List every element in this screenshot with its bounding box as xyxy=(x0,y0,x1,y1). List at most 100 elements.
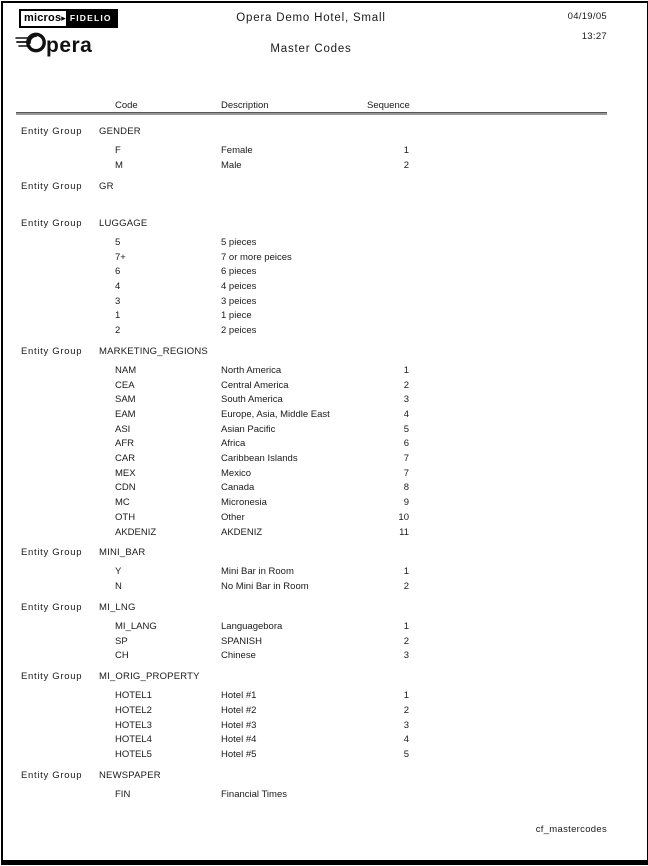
sequence-cell xyxy=(367,236,409,251)
sequence-cell: 9 xyxy=(403,497,409,509)
sequence-cell xyxy=(367,251,409,266)
entity-group-name: LUGGAGE xyxy=(99,217,148,229)
sequence-cell: 3 xyxy=(403,394,409,406)
sequence-cell: 1 xyxy=(403,364,409,376)
sequence-cell xyxy=(367,788,409,803)
table-row: CH Chinese 3 xyxy=(3,649,647,664)
code-cell: CH xyxy=(115,650,129,662)
table-column-headers: Code Description Sequence xyxy=(3,100,648,111)
sequence-cell: 1 xyxy=(403,690,409,702)
sequence-cell: 3 xyxy=(403,719,409,731)
sequence-cell xyxy=(367,324,409,339)
micros-fidelio-logo: micros ▸ FIDELIO xyxy=(19,9,118,28)
table-row: HOTEL4 Hotel #4 4 xyxy=(3,733,647,748)
report-title: Opera Demo Hotel, Small xyxy=(236,12,386,24)
entity-group-header: Entity Group MI_ORIG_PROPERTY xyxy=(3,670,647,685)
entity-group-name: NEWSPAPER xyxy=(99,769,161,781)
sequence-cell: 4 xyxy=(403,409,409,420)
entity-group: Entity Group LUGGAGE 5 5 pieces 7+ 7 or … xyxy=(3,217,647,339)
sequence-cell: 10 xyxy=(398,511,409,523)
code-cell: 5 xyxy=(115,236,121,248)
description-cell: 1 piece xyxy=(221,310,252,322)
logo-arrow-icon: ▸ xyxy=(61,11,66,26)
entity-group: Entity Group GR xyxy=(3,180,647,211)
description-cell: South America xyxy=(221,394,283,406)
table-row: MI_LANG Languagebora 1 xyxy=(3,620,647,635)
description-cell: 5 pieces xyxy=(221,236,257,248)
opera-logo-text: pera xyxy=(46,33,93,57)
table-row: 7+ 7 or more peices xyxy=(3,251,647,266)
description-cell: Female xyxy=(221,145,253,157)
description-cell: North America xyxy=(221,364,282,376)
sequence-cell: 1 xyxy=(403,566,409,578)
code-cell: AFR xyxy=(115,438,134,450)
sequence-cell xyxy=(367,280,409,295)
entity-group-label: Entity Group xyxy=(21,126,83,137)
sequence-cell: 5 xyxy=(403,423,409,435)
column-header-code: Code xyxy=(115,100,138,111)
code-cell: CAR xyxy=(115,453,136,465)
entity-group: Entity Group MI_ORIG_PROPERTY HOTEL1 Hot… xyxy=(3,670,647,763)
entity-group: Entity Group GENDER F Female 1 M Male 2 xyxy=(3,125,647,174)
entity-group-rows: F Female 1 M Male 2 xyxy=(3,144,647,173)
entity-group-label: Entity Group xyxy=(21,671,83,682)
code-cell: CEA xyxy=(115,379,135,391)
entity-group-label: Entity Group xyxy=(21,180,83,192)
table-row: F Female 1 xyxy=(3,144,647,159)
entity-group-name: GENDER xyxy=(99,126,141,137)
sequence-cell: 2 xyxy=(403,635,409,647)
sequence-cell: 2 xyxy=(403,379,409,391)
description-cell: Hotel #1 xyxy=(221,690,257,702)
description-cell: Mexico xyxy=(221,467,252,479)
entity-group-label: Entity Group xyxy=(21,217,83,229)
sequence-cell: 2 xyxy=(403,159,409,171)
description-cell: Hotel #5 xyxy=(221,748,257,760)
table-row: HOTEL3 Hotel #3 3 xyxy=(3,719,647,734)
description-cell: Mini Bar in Room xyxy=(221,566,294,578)
code-cell: HOTEL3 xyxy=(115,719,152,731)
description-cell: 7 or more peices xyxy=(221,251,292,263)
sequence-cell xyxy=(367,265,409,280)
code-cell: 1 xyxy=(115,310,121,322)
code-cell: SP xyxy=(115,635,128,647)
report-time: 13:27 xyxy=(581,31,607,42)
sequence-cell xyxy=(367,309,409,324)
code-cell: 2 xyxy=(115,325,121,337)
code-cell: HOTEL1 xyxy=(115,690,152,702)
sequence-cell: 2 xyxy=(403,581,409,593)
table-row: HOTEL1 Hotel #1 1 xyxy=(3,689,647,704)
table-row: OTH Other 10 xyxy=(3,511,647,526)
report-date: 04/19/05 xyxy=(567,11,607,22)
table-row: 6 6 pieces xyxy=(3,265,647,280)
entity-group: Entity Group MARKETING_REGIONS NAM North… xyxy=(3,345,647,540)
code-cell: F xyxy=(115,145,121,157)
code-cell: FIN xyxy=(115,788,131,800)
entity-group-name: MI_ORIG_PROPERTY xyxy=(99,671,200,682)
entity-group-name: GR xyxy=(99,180,114,192)
table-row: 4 4 peices xyxy=(3,280,647,295)
sequence-cell xyxy=(367,295,409,310)
sequence-cell: 6 xyxy=(403,438,409,450)
entity-group: Entity Group MINI_BAR Y Mini Bar in Room… xyxy=(3,546,647,595)
entity-group: Entity Group NEWSPAPER FIN Financial Tim… xyxy=(3,769,647,803)
description-cell: No Mini Bar in Room xyxy=(221,581,309,593)
description-cell: Financial Times xyxy=(221,788,287,800)
table-row: 2 2 peices xyxy=(3,324,647,339)
entity-group-header: Entity Group MARKETING_REGIONS xyxy=(3,345,647,360)
description-cell: 3 peices xyxy=(221,295,257,307)
sequence-cell: 8 xyxy=(403,482,409,494)
table-row: Y Mini Bar in Room 1 xyxy=(3,565,647,580)
column-header-sequence: Sequence xyxy=(367,100,410,111)
micros-logo-text: micros xyxy=(21,11,63,26)
entity-group-header: Entity Group GENDER xyxy=(3,125,647,140)
code-cell: NAM xyxy=(115,364,137,376)
code-cell: N xyxy=(115,581,122,593)
table-row: HOTEL5 Hotel #5 5 xyxy=(3,748,647,763)
description-cell: Hotel #4 xyxy=(221,734,257,746)
table-row: CDN Canada 8 xyxy=(3,481,647,496)
table-row: SAM South America 3 xyxy=(3,393,647,408)
code-cell: HOTEL5 xyxy=(115,748,152,760)
code-cell: 4 xyxy=(115,281,121,292)
code-cell: HOTEL2 xyxy=(115,704,152,716)
